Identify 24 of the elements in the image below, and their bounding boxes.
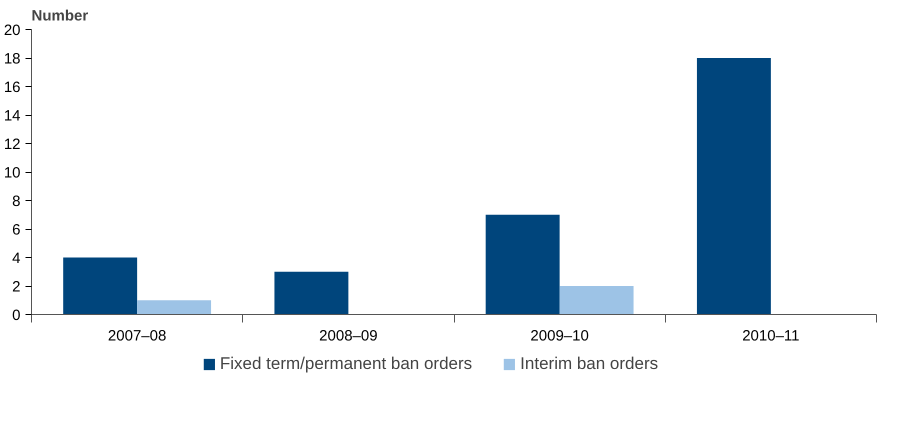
- y-tick-label: 12: [4, 136, 21, 153]
- bar: [560, 286, 634, 314]
- y-axis-title: Number: [32, 8, 88, 24]
- y-tick-label: 0: [12, 307, 20, 324]
- legend-label: Fixed term/permanent ban orders: [220, 354, 472, 374]
- y-tick-label: 10: [4, 164, 21, 182]
- bar: [274, 272, 348, 314]
- y-tick-label: 20: [4, 22, 21, 39]
- x-tick-label: 2010–11: [742, 328, 800, 344]
- x-tick-label: 2009–10: [530, 328, 589, 344]
- y-tick-label: 18: [4, 50, 21, 68]
- bar: [696, 58, 771, 314]
- y-tick-label: 6: [12, 222, 20, 238]
- y-tick-label: 14: [4, 108, 21, 124]
- x-tick-label: 2008–09: [319, 328, 378, 344]
- y-tick-label: 16: [4, 79, 21, 96]
- bar: [137, 300, 212, 314]
- y-tick-label: 2: [12, 278, 20, 296]
- y-tick-label: 4: [12, 250, 20, 267]
- bar: [63, 258, 138, 314]
- y-tick-label: 8: [12, 193, 20, 210]
- x-tick-label: 2007–08: [108, 328, 166, 344]
- legend-label: Interim ban orders: [520, 354, 658, 374]
- bar: [486, 214, 560, 314]
